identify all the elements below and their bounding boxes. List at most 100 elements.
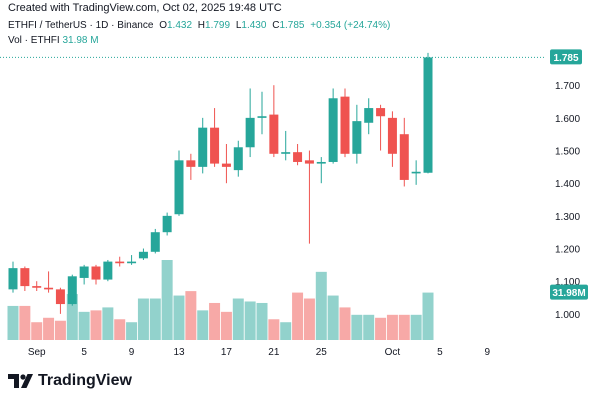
volume-bar [78,311,90,340]
low-label: L [235,20,242,31]
volume-legend: Vol · ETHFI 31.98 M [8,35,99,46]
volume-badge [550,284,588,300]
candle-body [67,276,77,305]
volume-bar [244,301,256,340]
volume-bar [220,311,232,340]
candle-body [55,289,65,305]
symbol-label: ETHFI / TetherUS · 1D · Binance [8,20,154,31]
candle-body [91,266,101,280]
y-tick-label: 1.000 [555,310,580,321]
last-price-label: 1.785 [553,53,578,64]
y-tick-label: 1.200 [555,245,580,256]
candle-body [103,261,113,280]
candle-body [221,163,231,167]
volume-bar [7,305,19,340]
volume-bar [66,294,78,340]
volume-bar [137,298,149,340]
x-tick-label: Oct [385,347,401,358]
candle-body [376,108,386,117]
volume-bar [327,295,339,340]
y-tick-label: 1.700 [555,81,580,92]
candle-body [328,98,338,162]
candle-body [352,121,362,154]
volume-bar [197,310,209,340]
volume-value: 31.98 M [62,35,99,46]
y-tick-label: 1.400 [555,179,580,190]
x-tick-label: 25 [316,347,328,358]
x-tick-label: 5 [437,347,443,358]
volume-bar [126,322,138,340]
volume-bar [161,260,173,340]
candle-body [8,268,18,290]
candle-body [186,160,196,167]
candle-body [20,268,30,287]
y-tick-label: 1.600 [555,114,580,125]
candle-body [115,261,125,264]
y-tick-label: 1.300 [555,212,580,223]
volume-bar [280,322,292,340]
tradingview-brand: TradingView [38,372,132,389]
volume-bar [303,298,315,340]
candle-body [150,232,160,252]
candle-body [399,134,409,180]
candle-body [423,57,433,173]
volume-bar [102,307,114,340]
x-tick-label: 5 [81,347,87,358]
volume-bar [232,298,244,340]
candle-body [174,160,184,215]
candle-body [138,251,148,259]
volume-label: Vol · ETHFI [8,35,60,46]
low-value: 1.430 [241,20,267,31]
volume-bar [209,302,221,340]
x-tick-label: 21 [268,347,280,358]
candle-body [162,215,172,233]
candle-body [32,286,42,288]
x-tick-label: 9 [485,347,491,358]
x-tick-label: 13 [173,347,185,358]
x-tick-label: Sep [28,347,46,358]
tradingview-logo-icon [8,374,33,388]
volume-bar [114,319,126,340]
volume-bar [256,302,268,340]
candle-body [257,116,267,118]
candle-body [79,266,89,278]
volume-bar [398,314,410,340]
y-tick-label: 1.100 [555,277,580,288]
candle-body [340,96,350,154]
y-tick-label: 1.500 [555,147,580,158]
volume-bar [339,307,351,340]
volume-bar [351,314,363,340]
volume-bar [173,295,185,340]
high-label: H [197,20,206,31]
open-label: O [159,20,167,31]
last-price-badge [550,49,582,65]
volume-bar [410,314,422,340]
ohlc-legend: ETHFI / TetherUS · 1D · Binance O1.432 H… [8,20,393,31]
candle-body [316,161,326,164]
volume-bar [315,271,327,340]
tradingview-footer: TradingView [8,372,132,390]
candle-body [387,117,397,154]
candle-body [293,152,303,162]
candle-body [127,261,137,264]
candle-body [44,287,54,290]
volume-bar [185,291,197,340]
close-label: C [272,20,280,31]
volume-bar [149,298,161,340]
candle-body [364,108,374,123]
candle-body [281,152,291,154]
candle-body [233,147,243,171]
x-tick-label: 17 [221,347,233,358]
volume-bar [386,314,398,340]
candle-body [269,114,279,154]
candle-body [245,117,255,148]
volume-bar [375,317,387,340]
volume-bar [363,314,375,340]
volume-bar [54,320,66,340]
created-with-caption: Created with TradingView.com, Oct 02, 20… [8,2,282,14]
high-value: 1.799 [205,20,231,31]
volume-bar [422,292,434,340]
x-tick-label: 9 [129,347,135,358]
candle-body [198,127,208,167]
